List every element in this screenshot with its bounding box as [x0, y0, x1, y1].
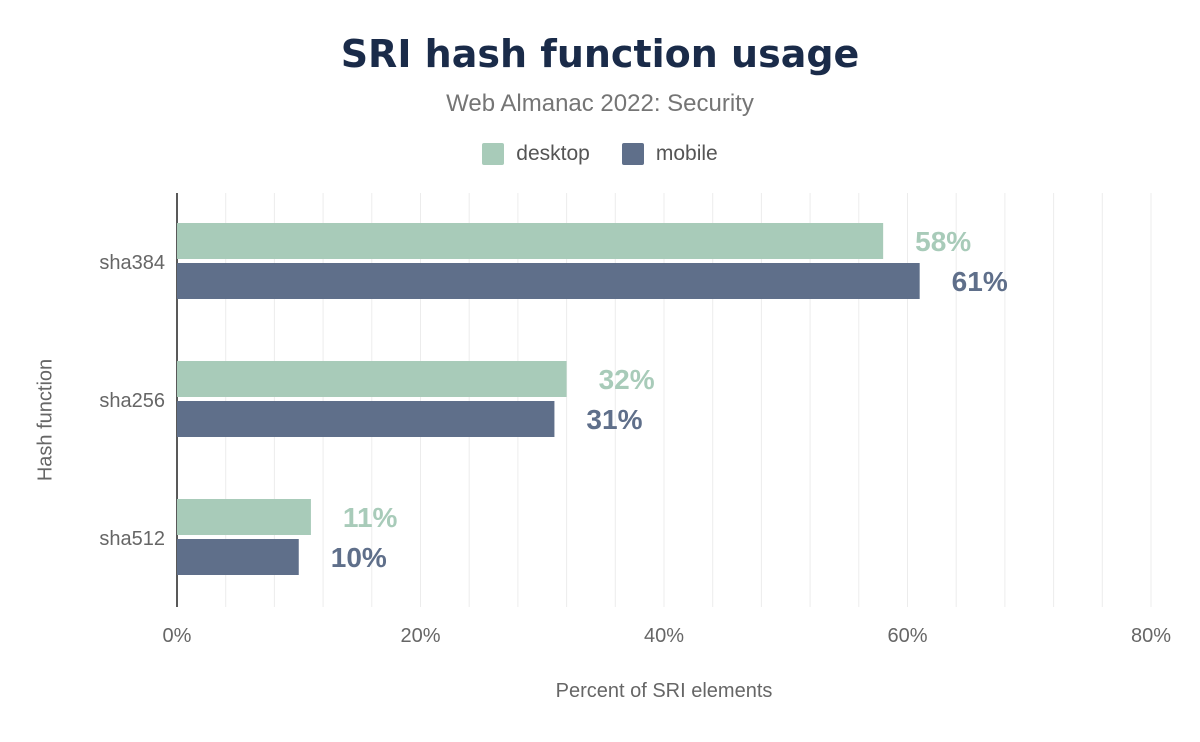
- chart-subtitle: Web Almanac 2022: Security: [446, 90, 754, 117]
- bar-mobile: [177, 263, 920, 299]
- x-axis-label: Percent of SRI elements: [555, 680, 773, 702]
- bar-mobile: [177, 539, 299, 575]
- data-label-mobile: 10%: [331, 542, 387, 573]
- x-tick-label: 0%: [163, 625, 192, 647]
- legend-swatch-desktop: [482, 143, 505, 165]
- bar-mobile: [177, 401, 555, 437]
- y-axis-label: Hash function: [34, 358, 57, 482]
- y-tick-label: sha384: [99, 252, 165, 274]
- bar-desktop: [177, 499, 311, 535]
- x-tick-label: 60%: [887, 625, 927, 647]
- legend-swatch-mobile: [621, 143, 644, 165]
- data-label-mobile: 61%: [952, 266, 1008, 297]
- bar-desktop: [177, 223, 884, 259]
- data-label-desktop: 11%: [343, 502, 398, 533]
- x-tick-label: 80%: [1131, 625, 1171, 647]
- x-tick-label: 20%: [400, 625, 440, 647]
- data-label-desktop: 58%: [915, 226, 971, 257]
- legend-label-mobile: mobile: [655, 142, 718, 165]
- x-tick-label: 40%: [644, 625, 684, 647]
- legend: desktop mobile: [0, 142, 1200, 166]
- legend-item-mobile[interactable]: mobile: [621, 142, 718, 166]
- legend-label-desktop: desktop: [516, 142, 590, 165]
- legend-item-desktop[interactable]: desktop: [482, 142, 590, 166]
- y-tick-label: sha512: [99, 528, 165, 550]
- data-label-mobile: 31%: [586, 404, 642, 435]
- bar-desktop: [177, 361, 567, 397]
- y-tick-label: sha256: [99, 390, 165, 412]
- data-label-desktop: 32%: [599, 364, 655, 395]
- chart-title: SRI hash function usage: [340, 32, 860, 76]
